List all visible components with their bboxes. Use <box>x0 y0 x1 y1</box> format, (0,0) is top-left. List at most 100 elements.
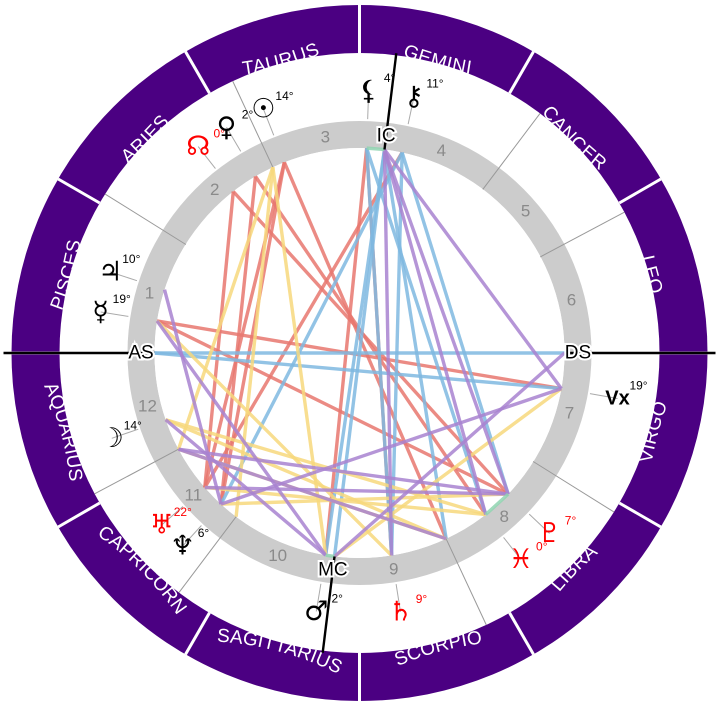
planet-glyph-chiron: ⚷ <box>404 81 424 112</box>
planet-uranus: ♅ 22° <box>150 505 192 541</box>
planet-glyph-saturn: ♄ <box>388 596 412 627</box>
planet-south-node: ♓ 0° <box>509 539 548 575</box>
planet-mars: ♂ 2° <box>304 591 343 627</box>
axis-label-as: AS <box>128 343 153 364</box>
house-cusp-3 <box>232 80 274 168</box>
planet-glyph-venus: ♀ <box>217 112 237 143</box>
aspect-line-sextile <box>382 149 394 556</box>
house-number-9: 9 <box>389 559 398 578</box>
axis-label-ic: IC <box>377 126 396 147</box>
planet-jupiter: ♃ 10° <box>98 252 140 288</box>
planet-glyph-mercury: ☿ <box>92 297 109 328</box>
planet-glyph-pluto: ♇ <box>537 518 561 549</box>
house-cusp-12 <box>94 448 179 495</box>
sign-divider-capricorn <box>184 612 211 656</box>
aspect-line-square <box>165 418 447 541</box>
sign-divider-cancer <box>508 50 535 94</box>
planet-venus: ♀ 2° <box>217 107 254 143</box>
house-number-8: 8 <box>500 507 509 526</box>
planet-glyph-vertex: Vx <box>605 387 629 409</box>
planet-pointer-mars <box>315 583 322 612</box>
planet-glyph-north-node: ☊ <box>186 131 210 162</box>
planet-degree-vertex: 19° <box>629 378 647 392</box>
house-number-1: 1 <box>145 283 154 302</box>
planet-glyph-moon: ☽ <box>100 423 124 454</box>
aspect-line-square <box>155 319 393 557</box>
sign-divider-taurus <box>184 50 211 94</box>
house-number-11: 11 <box>185 485 203 504</box>
planet-pointer-lilith <box>367 91 370 120</box>
house-number-2: 2 <box>210 180 219 199</box>
house-cusp-6 <box>540 211 625 258</box>
axis-label-mc: MC <box>318 559 348 580</box>
planet-glyph-sun: ☉ <box>251 94 275 125</box>
planet-pointer-uranus <box>161 506 184 526</box>
aspect-line-sextile <box>382 148 510 495</box>
aspect-line-opposition <box>203 161 287 488</box>
house-number-4: 4 <box>437 141 446 160</box>
aspect-line-sextile <box>177 447 447 541</box>
house-cusp-9 <box>445 538 487 626</box>
planet-degree-chiron: 11° <box>426 77 443 91</box>
sign-divider-libra <box>618 501 662 529</box>
aspect-line-square <box>333 387 563 558</box>
house-number-5: 5 <box>521 202 530 221</box>
planet-degree-saturn: 9° <box>416 592 428 606</box>
house-number-3: 3 <box>321 128 330 147</box>
planet-degree-sun: 14° <box>275 89 293 103</box>
aspect-line-sextile <box>155 319 328 557</box>
planet-chiron: ⚷ 11° <box>404 77 444 113</box>
planet-sun: ☉ 14° <box>251 89 293 125</box>
aspect-line-sextile <box>162 289 223 505</box>
planet-degree-pluto: 7° <box>565 513 577 527</box>
planet-lilith: ⚸ 4° <box>359 71 396 107</box>
axis-label-ds: DS <box>565 343 591 364</box>
aspect-line-sextile <box>383 148 563 390</box>
planet-degree-lilith: 4° <box>384 71 396 85</box>
aspect-line-trine <box>323 149 387 556</box>
planet-pointer-sun <box>263 109 275 136</box>
axis-line-ic <box>383 53 398 150</box>
sign-divider-aquarius <box>57 501 101 529</box>
planet-pointer-north-node <box>197 146 216 169</box>
planet-neptune: ♆ 6° <box>170 526 209 562</box>
chart-axes: AS DS MC IC <box>3 53 716 653</box>
planet-degree-uranus: 22° <box>174 505 192 519</box>
planet-pointer-south-node <box>503 537 522 560</box>
aspect-line-trine <box>364 148 394 556</box>
sign-divider-leo <box>618 177 662 205</box>
aspect-line-sextile <box>333 351 566 558</box>
house-number-6: 6 <box>567 291 576 310</box>
aspect-line-square <box>220 492 509 506</box>
planet-glyph-mars: ♂ <box>304 596 328 627</box>
house-cusp-11 <box>178 516 237 593</box>
planet-glyph-neptune: ♆ <box>170 531 194 562</box>
planet-pointer-jupiter <box>110 271 138 282</box>
planet-degree-jupiter: 10° <box>122 252 140 266</box>
planet-glyph-lilith: ⚸ <box>359 76 379 107</box>
planet-pluto: ♇ 7° <box>537 513 576 549</box>
planet-degree-neptune: 6° <box>198 526 210 540</box>
planet-degree-south-node: 0° <box>536 539 548 553</box>
house-number-7: 7 <box>565 404 574 423</box>
planet-mercury: ☿ 19° <box>92 292 131 328</box>
house-cusp-8 <box>533 461 615 513</box>
house-cusp-5 <box>482 113 541 190</box>
sign-divider-scorpio <box>508 612 535 656</box>
aspect-line-conjunction <box>325 553 335 559</box>
planet-pointer-pluto <box>528 513 550 534</box>
house-cusp-2 <box>104 193 186 245</box>
planet-north-node: ☊ 0° <box>186 127 225 163</box>
house-number-10: 10 <box>268 546 287 565</box>
aspect-line-conjunction <box>484 492 510 516</box>
planet-moon: ☽ 14° <box>100 418 142 454</box>
planet-pointer-chiron <box>407 96 415 125</box>
aspect-line-sextile <box>382 149 488 515</box>
aspect-line-conjunction <box>366 146 385 152</box>
planet-degree-venus: 2° <box>242 107 254 121</box>
